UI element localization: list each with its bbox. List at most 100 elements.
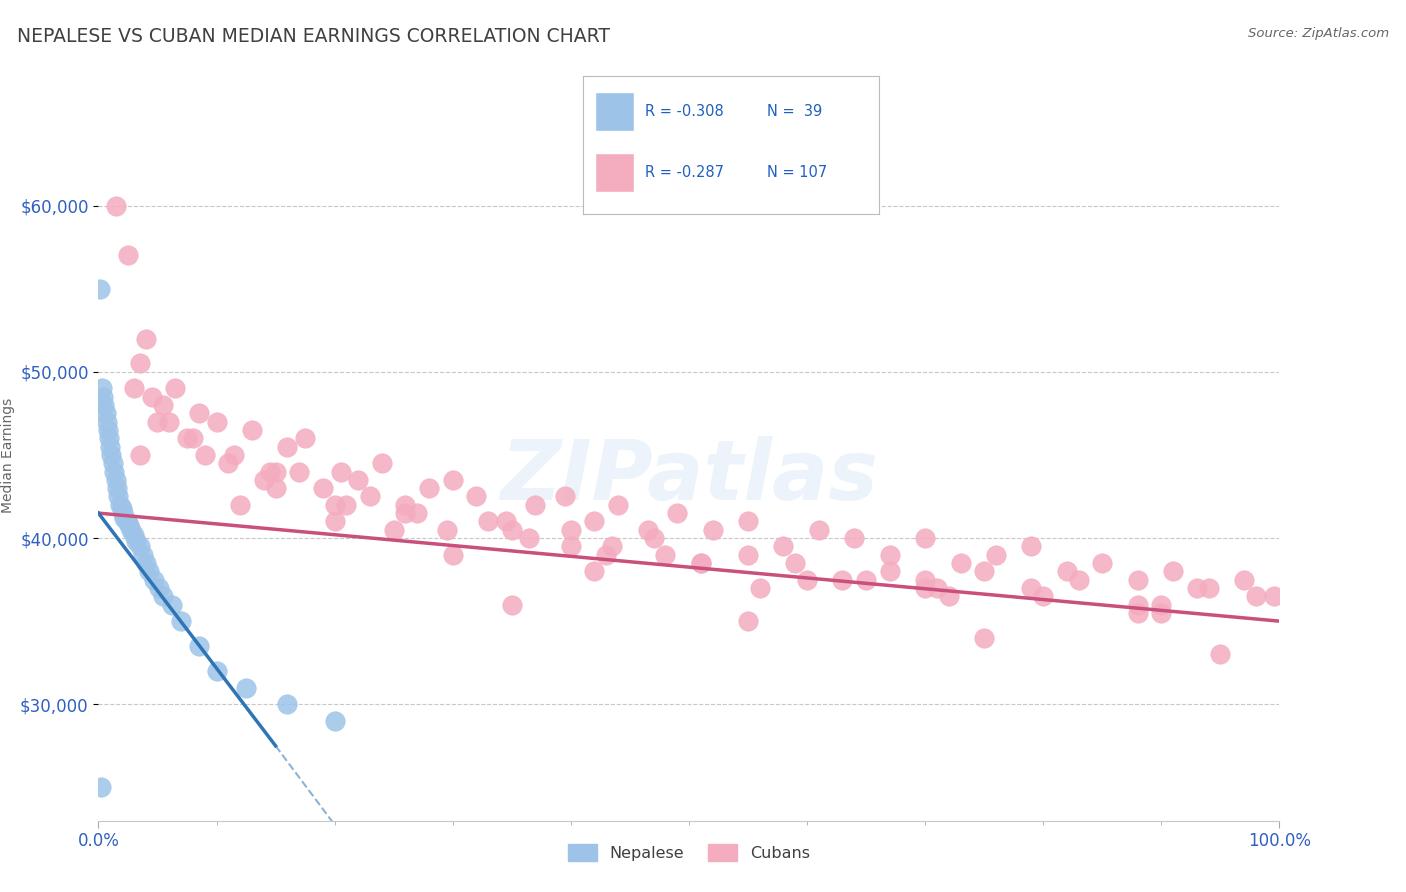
Point <box>1209 648 1232 662</box>
Point <box>170 614 193 628</box>
Point <box>105 481 128 495</box>
Point <box>264 481 287 495</box>
Point <box>288 465 311 479</box>
Point <box>495 515 517 529</box>
Point <box>796 573 818 587</box>
Point <box>205 415 228 429</box>
Point <box>128 448 150 462</box>
Point <box>122 527 145 541</box>
Point <box>1233 573 1256 587</box>
Point <box>118 517 141 532</box>
Point <box>259 465 281 479</box>
Point <box>436 523 458 537</box>
Point <box>583 564 606 578</box>
Text: N = 107: N = 107 <box>766 165 827 180</box>
Point <box>89 282 111 296</box>
Bar <box>595 93 634 131</box>
Text: N =  39: N = 39 <box>766 103 821 119</box>
Point <box>984 548 1007 562</box>
Point <box>643 531 665 545</box>
Point <box>108 498 131 512</box>
Point <box>607 498 630 512</box>
Point <box>831 573 853 587</box>
Point <box>1021 581 1043 595</box>
Point <box>152 589 174 603</box>
Point <box>914 581 936 595</box>
Point <box>748 581 770 595</box>
Point <box>335 498 357 512</box>
Point <box>176 431 198 445</box>
Point <box>152 398 174 412</box>
Point <box>855 573 877 587</box>
Point <box>1126 606 1149 620</box>
Point <box>583 515 606 529</box>
Point <box>772 539 794 553</box>
Point <box>654 548 676 562</box>
Point <box>1091 556 1114 570</box>
Point <box>785 556 807 570</box>
Point <box>112 511 135 525</box>
Point <box>1150 598 1173 612</box>
Point <box>111 501 134 516</box>
Point <box>807 523 830 537</box>
Point <box>276 440 298 454</box>
Point <box>347 473 370 487</box>
Point <box>264 465 287 479</box>
Point <box>107 490 129 504</box>
Point <box>382 523 405 537</box>
Point <box>1244 589 1267 603</box>
Point <box>560 539 582 553</box>
Bar <box>595 153 634 192</box>
Point <box>394 506 416 520</box>
Point <box>157 415 180 429</box>
Point <box>187 406 209 420</box>
Point <box>253 473 276 487</box>
Point <box>122 381 145 395</box>
Point <box>148 581 170 595</box>
Point <box>100 448 122 462</box>
Point <box>737 548 759 562</box>
Point <box>465 490 488 504</box>
Point <box>101 456 124 470</box>
Legend: Nepalese, Cubans: Nepalese, Cubans <box>562 838 815 868</box>
Point <box>240 423 263 437</box>
Point <box>235 681 257 695</box>
Point <box>181 431 204 445</box>
Point <box>205 664 228 678</box>
Point <box>1056 564 1078 578</box>
Point <box>554 490 576 504</box>
Point <box>1067 573 1090 587</box>
Point <box>737 614 759 628</box>
Point <box>117 248 139 262</box>
Point <box>702 523 724 537</box>
Text: NEPALESE VS CUBAN MEDIAN EARNINGS CORRELATION CHART: NEPALESE VS CUBAN MEDIAN EARNINGS CORREL… <box>17 27 610 45</box>
Point <box>91 381 114 395</box>
Point <box>1263 589 1285 603</box>
Point <box>105 198 128 212</box>
Point <box>141 390 163 404</box>
Point <box>737 515 759 529</box>
Point <box>142 573 165 587</box>
Point <box>1021 539 1043 553</box>
Point <box>146 415 169 429</box>
Point <box>224 448 246 462</box>
Point <box>879 564 901 578</box>
Point <box>323 714 346 728</box>
Point <box>312 481 335 495</box>
Point <box>666 506 689 520</box>
Point <box>91 390 114 404</box>
Point <box>98 440 121 454</box>
Point <box>329 465 352 479</box>
Point <box>96 415 118 429</box>
Point <box>914 531 936 545</box>
Point <box>217 456 239 470</box>
Point <box>103 465 125 479</box>
Point <box>323 515 346 529</box>
Point <box>97 423 120 437</box>
Point <box>406 506 429 520</box>
Point <box>879 548 901 562</box>
Point <box>1198 581 1220 595</box>
Text: R = -0.287: R = -0.287 <box>645 165 724 180</box>
Point <box>595 548 617 562</box>
Point <box>973 564 995 578</box>
